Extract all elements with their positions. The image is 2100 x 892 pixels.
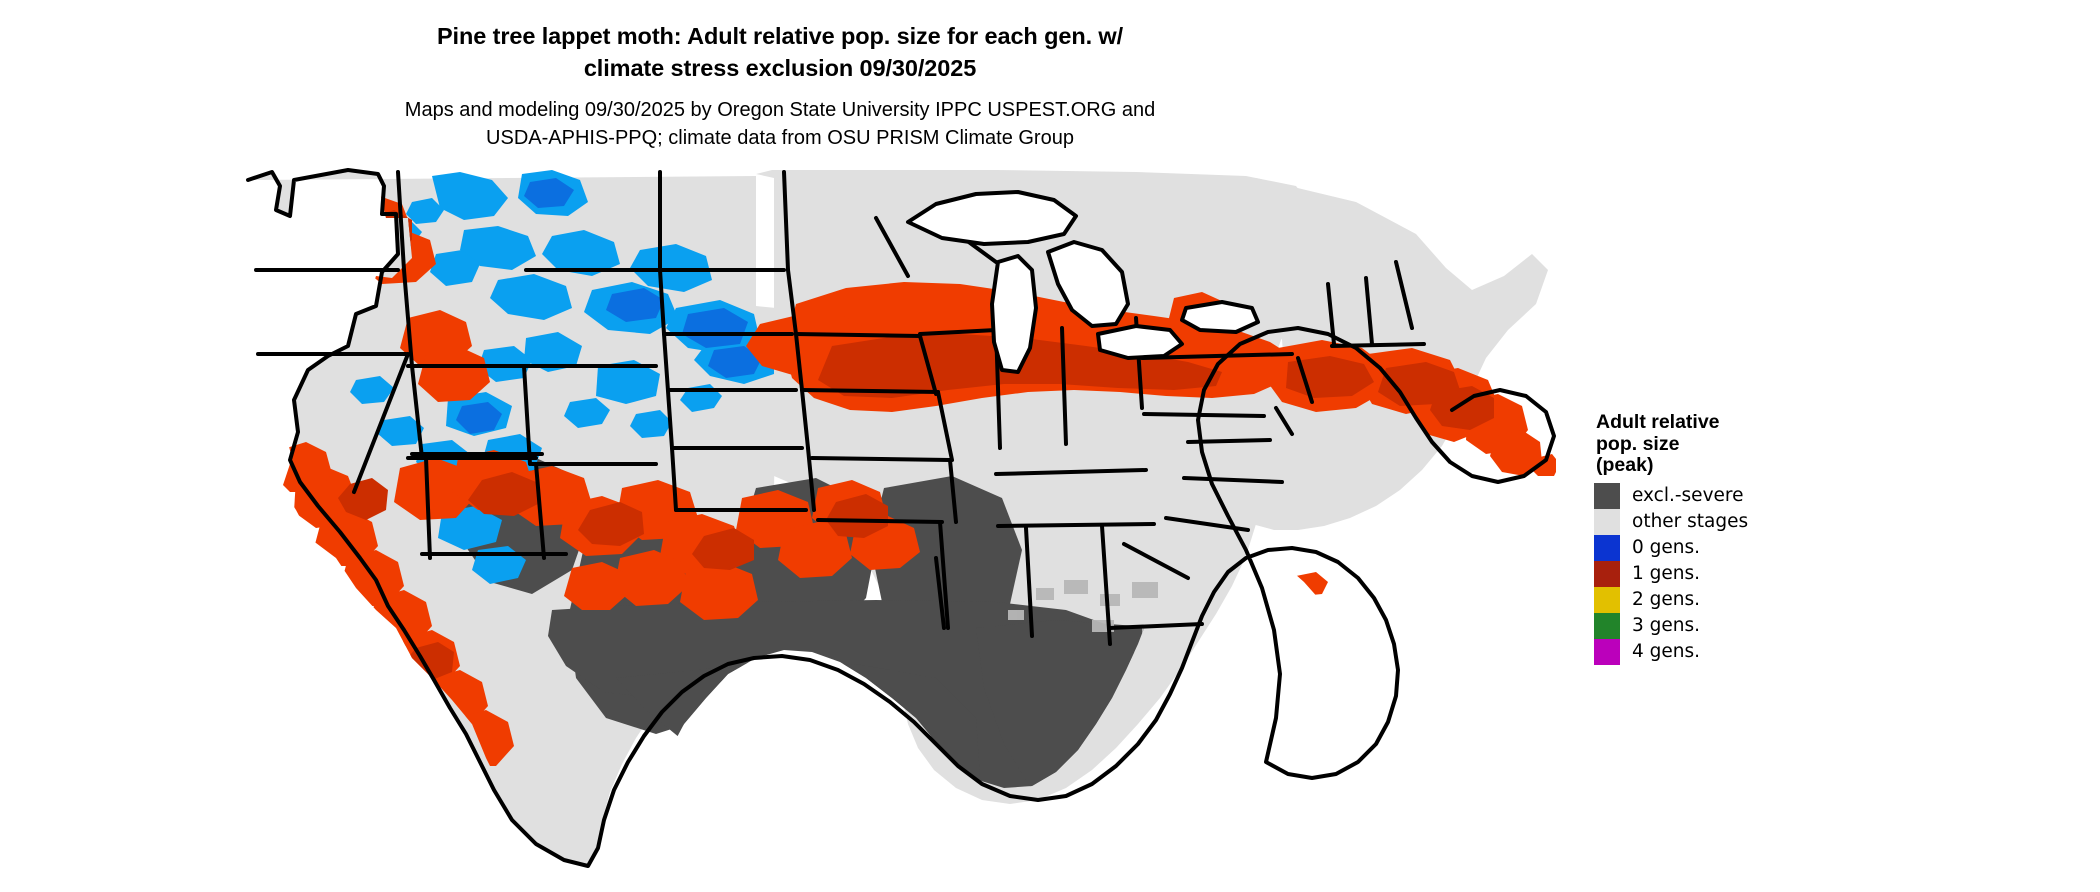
lake-ontario: [1180, 300, 1260, 334]
legend-item-other-stages[interactable]: other stages: [1594, 508, 1924, 535]
state-borders: [246, 168, 1556, 868]
legend-label-other-stages: other stages: [1632, 510, 1749, 532]
legend-label-1-gens: 1 gens.: [1632, 562, 1701, 584]
border-ar-tn-v: [948, 458, 958, 524]
border-wi-il: [918, 328, 998, 336]
border-tx-la: [934, 556, 946, 630]
page-title: Pine tree lappet moth: Adult relative po…: [436, 23, 1124, 81]
border-al-ga: [1100, 524, 1112, 646]
border-nh-me: [1394, 260, 1414, 330]
legend-swatch-0-gens: [1594, 534, 1620, 561]
border-ms-al: [1024, 526, 1034, 638]
legend-swatch-3-gens: [1594, 612, 1620, 639]
legend-label-4-gens: 4 gens.: [1632, 640, 1701, 662]
legend-item-3-gens[interactable]: 3 gens.: [1594, 612, 1924, 639]
border-ok-ar: [806, 446, 816, 512]
border-az-nm: [424, 456, 432, 560]
border-or-id: [402, 268, 414, 368]
border-ga-fl: [1108, 622, 1204, 630]
border-wa-id: [396, 170, 406, 272]
border-co-ks: [662, 332, 674, 450]
border-nm-tx-v: [534, 462, 546, 560]
border-vt-nh: [1364, 276, 1374, 346]
border-wy-sd: [658, 268, 666, 336]
border-nd-mn: [782, 170, 790, 272]
border-ma-ct: [1330, 342, 1426, 348]
border-pa-md: [1142, 412, 1266, 418]
legend-item-0-gens[interactable]: 0 gens.: [1594, 534, 1924, 561]
border-ny-vt: [1326, 282, 1336, 346]
legend-item-2-gens[interactable]: 2 gens.: [1594, 586, 1924, 613]
lake-superior: [906, 190, 1078, 246]
border-ny-nj: [1296, 356, 1314, 404]
border-sc-nc: [1164, 516, 1250, 532]
us-map-svg: [246, 168, 1556, 870]
legend-title: Adult relative pop. size (peak): [1596, 411, 1720, 476]
legend-item-excl-severe[interactable]: excl.-severe: [1594, 482, 1924, 509]
border-mo-ar: [810, 456, 952, 462]
legend-swatch-other-stages: [1594, 508, 1620, 535]
legend-label-0-gens: 0 gens.: [1632, 536, 1701, 558]
border-il-mo: [936, 390, 954, 462]
legend-swatch-4-gens: [1594, 638, 1620, 665]
border-nc-va: [1182, 476, 1284, 484]
border-la-ms: [938, 520, 950, 630]
border-ok-ks-v: [670, 446, 678, 512]
lake-huron-erie: [1046, 240, 1130, 328]
border-in-oh: [1060, 326, 1068, 446]
border-ga-sc: [1122, 542, 1190, 580]
page-subtitle: Maps and modeling 09/30/2025 by Oregon S…: [404, 99, 1156, 149]
raster-0-gens-core: [456, 178, 762, 434]
border-nv-ut: [410, 364, 424, 460]
lake-erie: [1096, 324, 1184, 360]
border-ky-tn: [994, 468, 1148, 476]
border-ut-co: [522, 364, 532, 466]
border-ks-mo: [800, 388, 810, 450]
legend-label-2-gens: 2 gens.: [1632, 588, 1701, 610]
border-ia-il: [918, 334, 938, 396]
legend: Adult relative pop. size (peak) excl.-se…: [1594, 411, 1924, 665]
border-va-md: [1186, 438, 1272, 444]
border-pa-ny: [1140, 352, 1294, 360]
great-lakes: [906, 190, 1260, 374]
legend-swatch-1-gens: [1594, 560, 1620, 587]
legend-item-4-gens[interactable]: 4 gens.: [1594, 638, 1924, 665]
us-map[interactable]: [236, 158, 1566, 878]
legend-item-1-gens[interactable]: 1 gens.: [1594, 560, 1924, 587]
header: Pine tree lappet moth: Adult relative po…: [0, 0, 1560, 152]
border-sd-mn: [786, 268, 798, 336]
lake-michigan: [990, 254, 1038, 374]
border-tn-ms: [996, 522, 1156, 528]
legend-label-excl-severe: excl.-severe: [1632, 484, 1744, 506]
border-ar-la: [816, 518, 944, 524]
border-ia-mo: [800, 388, 940, 394]
border-nj-de: [1274, 406, 1294, 436]
border-mn-wi: [874, 216, 910, 278]
legend-label-3-gens: 3 gens.: [1632, 614, 1701, 636]
legend-swatch-2-gens: [1594, 586, 1620, 613]
border-mn-ia: [794, 332, 922, 338]
legend-swatch-excl-severe: [1594, 482, 1620, 509]
border-ne-ia: [794, 332, 804, 392]
border-ca-nv: [352, 352, 410, 494]
